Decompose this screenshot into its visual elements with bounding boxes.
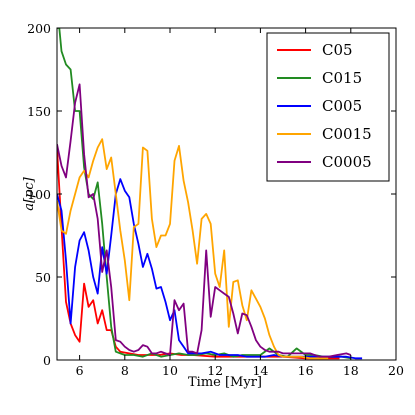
x-tick-label: 6 [76, 363, 84, 378]
series-layer [57, 28, 363, 360]
x-tick-label: 10 [162, 363, 178, 378]
legend-label-c015: C015 [322, 69, 362, 87]
legend-label-c005: C005 [322, 97, 362, 115]
x-tick-label: 14 [252, 363, 268, 378]
y-tick-label: 150 [27, 104, 51, 119]
y-tick-label: 100 [27, 187, 51, 202]
x-tick-label: 16 [298, 363, 314, 378]
x-axis-label: Time [Myr] [188, 375, 262, 390]
legend-label-c0015: C0015 [322, 125, 372, 143]
x-tick-label: 8 [121, 363, 129, 378]
series-line-c0005 [57, 83, 352, 358]
y-axis-label: a[pc] [22, 176, 37, 210]
legend-label-c0005: C0005 [322, 153, 372, 171]
x-tick-label: 12 [207, 363, 223, 378]
series-line-c015 [57, 28, 351, 360]
y-tick-label: 200 [27, 21, 51, 36]
legend-label-c05: C05 [322, 41, 353, 59]
x-tick-label: 18 [343, 363, 359, 378]
y-tick-label: 0 [43, 353, 51, 368]
y-tick-label: 50 [35, 270, 51, 285]
legend: C05 C015 C005 C0015 C0005 [266, 32, 390, 182]
x-tick-label: 20 [388, 363, 404, 378]
series-line-c0015 [57, 138, 329, 360]
